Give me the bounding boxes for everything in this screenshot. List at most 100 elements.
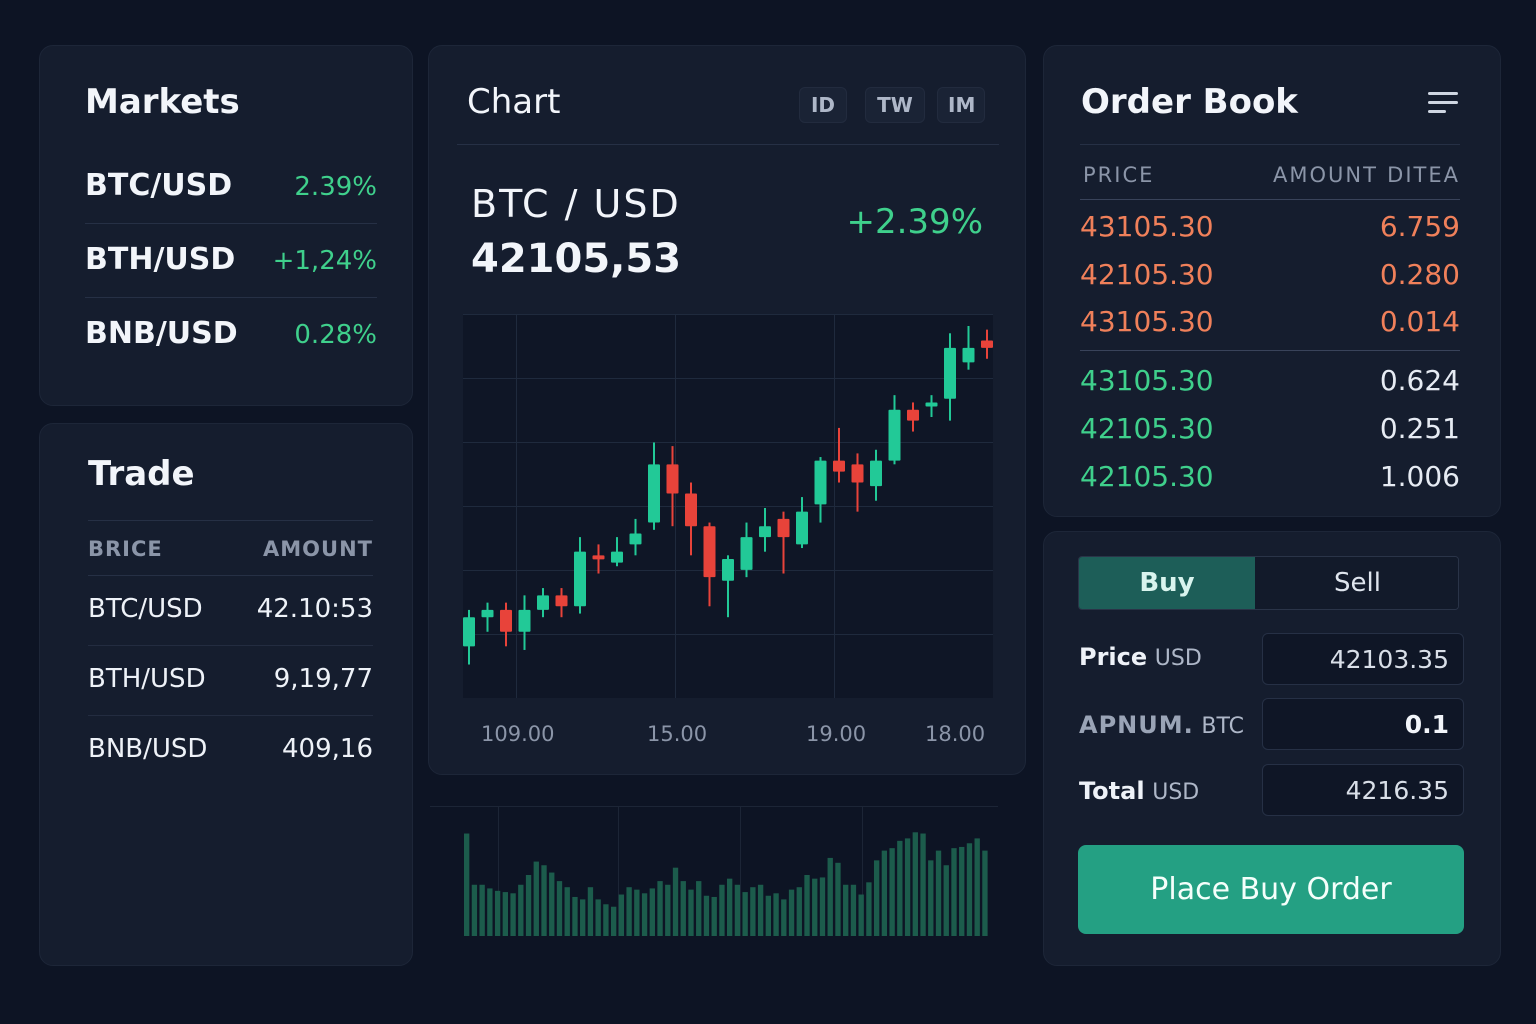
volume-bar	[843, 884, 849, 936]
volume-bar	[742, 892, 748, 936]
candle[interactable]	[925, 395, 938, 417]
orderbook-col-total: DITEA	[1387, 163, 1460, 187]
candle[interactable]	[833, 427, 845, 483]
candle[interactable]	[500, 602, 512, 647]
x-tick-label: 109.00	[481, 722, 555, 746]
candle[interactable]	[962, 326, 975, 370]
volume-bar	[502, 892, 509, 936]
order-form-panel: Buy Sell Price USD APNUM. BTC Total USD …	[1043, 531, 1501, 966]
candle[interactable]	[518, 595, 531, 650]
trade-row[interactable]: BTC/USD 42.10:53	[88, 576, 373, 646]
volume-bar	[580, 899, 586, 936]
market-row-btc[interactable]: BTC/USD 2.39%	[85, 150, 377, 224]
amount-input[interactable]	[1262, 698, 1464, 750]
volume-bar	[781, 899, 787, 936]
candle-body	[703, 526, 716, 578]
market-row-bth[interactable]: BTH/USD +1,24%	[85, 224, 377, 298]
amount-field-label: APNUM. BTC	[1079, 711, 1244, 739]
candle-body	[518, 609, 531, 632]
candle[interactable]	[703, 522, 716, 607]
volume-bar	[479, 884, 485, 936]
candle-body	[500, 609, 512, 632]
candle-body	[574, 551, 586, 607]
total-input[interactable]	[1262, 764, 1464, 816]
candle[interactable]	[796, 497, 808, 549]
trade-row[interactable]: BNB/USD 409,16	[88, 716, 373, 786]
volume-bar	[719, 884, 725, 936]
ask-amount: 0.280	[1379, 258, 1460, 291]
candle[interactable]	[629, 518, 642, 556]
volume-bar	[982, 850, 988, 936]
volume-bar	[951, 848, 957, 936]
candle-body	[629, 533, 642, 545]
total-field-label: Total USD	[1079, 777, 1199, 805]
candle[interactable]	[685, 482, 697, 556]
candle[interactable]	[907, 402, 919, 432]
market-change: 2.39%	[294, 172, 377, 202]
candle[interactable]	[666, 446, 679, 527]
candle[interactable]	[740, 522, 753, 578]
place-buy-order-button[interactable]: Place Buy Order	[1078, 845, 1464, 934]
chart-divider	[457, 144, 999, 145]
volume-bar	[618, 894, 625, 936]
candle[interactable]	[814, 457, 827, 523]
candle[interactable]	[481, 602, 494, 632]
candle[interactable]	[574, 537, 586, 614]
volume-bar	[556, 881, 563, 936]
candle[interactable]	[888, 395, 901, 465]
candle-body	[685, 493, 697, 527]
volume-bar	[966, 843, 973, 936]
candle[interactable]	[648, 442, 660, 530]
price-input[interactable]	[1262, 633, 1464, 685]
volume-bar	[464, 833, 470, 936]
candle-body	[740, 537, 753, 570]
volume-bar	[518, 884, 524, 936]
candle[interactable]	[981, 329, 993, 359]
candle-body	[907, 409, 919, 421]
candle[interactable]	[555, 588, 568, 618]
candle[interactable]	[537, 588, 549, 618]
orderbook-bid-row[interactable]: 42105.30 0.251	[1080, 404, 1460, 452]
timeframe-1d-button[interactable]: ID	[799, 87, 847, 123]
timeframe-1w-button[interactable]: TW	[865, 87, 925, 123]
candle[interactable]	[944, 333, 956, 421]
trade-amount: 42.10:53	[256, 594, 373, 624]
timeframe-1m-button[interactable]: IM	[937, 87, 985, 123]
bid-price: 42105.30	[1080, 460, 1214, 493]
x-tick-label: 19.00	[806, 722, 867, 746]
volume-bar	[765, 895, 772, 936]
orderbook-ask-row[interactable]: 42105.30 0.280	[1080, 250, 1460, 298]
market-pair: BNB/USD	[85, 316, 238, 351]
candle[interactable]	[611, 537, 623, 567]
price-unit: USD	[1154, 646, 1202, 671]
volume-bar	[928, 860, 934, 936]
trade-row[interactable]: BTH/USD 9,19,77	[88, 646, 373, 716]
candle-body	[592, 555, 605, 560]
candle[interactable]	[870, 449, 882, 501]
volume-bar	[688, 889, 694, 936]
orderbook-bid-row[interactable]: 42105.30 1.006	[1080, 452, 1460, 500]
candlestick-chart[interactable]	[463, 314, 993, 698]
market-row-bnb[interactable]: BNB/USD 0.28%	[85, 298, 377, 372]
candle[interactable]	[592, 544, 605, 574]
candle[interactable]	[722, 555, 734, 618]
candle[interactable]	[777, 511, 790, 574]
volume-bar	[564, 887, 570, 936]
candle[interactable]	[851, 453, 864, 512]
sell-tab[interactable]: Sell	[1255, 557, 1458, 609]
volume-bar	[595, 899, 601, 936]
candle[interactable]	[759, 508, 771, 552]
buy-tab[interactable]: Buy	[1079, 557, 1255, 609]
candle-body	[611, 551, 623, 563]
volume-bar	[610, 906, 617, 936]
orderbook-bid-row[interactable]: 43105.30 0.624	[1080, 356, 1460, 404]
volume-bar	[541, 865, 547, 936]
orderbook-ask-row[interactable]: 43105.30 6.759	[1080, 202, 1460, 250]
orderbook-ask-row[interactable]: 43105.30 0.014	[1080, 297, 1460, 345]
volume-bar	[549, 872, 555, 936]
chart-pair: BTC / USD	[471, 182, 681, 226]
orderbook-title: Order Book	[1081, 82, 1298, 122]
ask-price: 43105.30	[1080, 210, 1214, 243]
menu-icon[interactable]	[1428, 92, 1458, 114]
candle[interactable]	[463, 609, 475, 665]
